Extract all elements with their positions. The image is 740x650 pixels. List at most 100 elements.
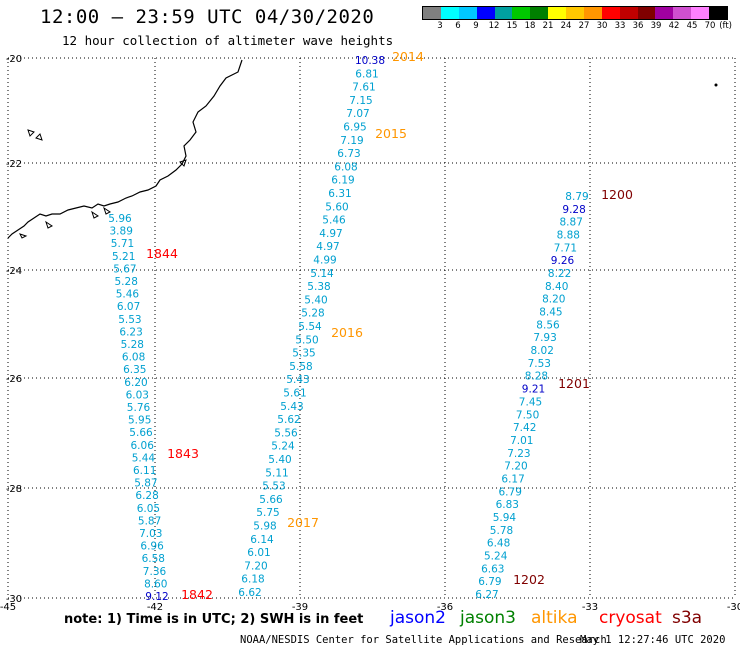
swh-value: 8.45 <box>539 307 562 319</box>
lon-label: -30 <box>727 602 740 613</box>
swh-value: 6.01 <box>247 547 270 559</box>
colorbar-swatch <box>673 7 692 19</box>
pass-time-label: 1202 <box>513 572 545 587</box>
swh-value: 7.53 <box>528 358 551 370</box>
pass-time-label: 1842 <box>181 587 213 602</box>
swh-value: 6.27 <box>475 589 498 601</box>
swh-value: 6.18 <box>241 574 264 586</box>
swh-value: 5.95 <box>128 415 151 427</box>
swh-value: 5.54 <box>298 321 322 333</box>
swh-value: 9.12 <box>145 591 168 603</box>
swh-value: 7.15 <box>349 95 372 107</box>
coastline-islands <box>19 129 187 239</box>
swh-value: 7.50 <box>516 409 539 421</box>
coastline <box>7 59 718 239</box>
colorbar-label: 27 <box>578 21 590 31</box>
swh-value: 7.03 <box>139 528 162 540</box>
swh-value: 6.83 <box>496 499 519 511</box>
coastline-brazil <box>7 59 243 239</box>
swh-value: 7.45 <box>519 396 542 408</box>
footnote: note: 1) Time is in UTC; 2) SWH is in fe… <box>64 612 364 627</box>
colorbar-unit: (ft) <box>719 21 732 31</box>
swh-value: 5.96 <box>108 213 132 225</box>
legend-s3a: s3a <box>672 608 703 628</box>
swh-value: 5.58 <box>289 361 312 373</box>
swh-value: 5.60 <box>325 201 348 213</box>
island-dot <box>714 83 718 87</box>
swh-value: 6.19 <box>331 175 354 187</box>
swh-value: 9.21 <box>522 384 545 396</box>
lon-label: -45 <box>0 602 16 613</box>
colorbar-swatch <box>512 7 531 19</box>
colorbar-swatch <box>601 7 620 19</box>
colorbar-swatch <box>530 7 549 19</box>
swh-value: 5.21 <box>112 251 135 263</box>
lat-label: -28 <box>6 484 22 495</box>
swh-value: 5.61 <box>283 388 306 400</box>
swh-value: 5.98 <box>253 521 276 533</box>
swh-value: 5.46 <box>116 289 140 301</box>
swh-value: 6.48 <box>487 538 510 550</box>
swh-value: 8.28 <box>525 371 548 383</box>
colorbar-label: 9 <box>473 21 479 31</box>
swh-value: 5.66 <box>129 427 153 439</box>
swh-value: 6.73 <box>337 148 360 160</box>
swh-value: 5.28 <box>121 339 144 351</box>
swh-value: 5.71 <box>111 238 134 250</box>
lat-label: -24 <box>6 266 22 277</box>
lon-label: -42 <box>147 602 163 613</box>
swh-value: 5.94 <box>493 512 517 524</box>
swh-value: 5.43 <box>286 374 309 386</box>
swh-value: 7.93 <box>533 332 556 344</box>
track-pass-1200-1202: 8.799.288.878.887.719.268.228.408.208.45… <box>475 191 588 601</box>
swh-value: 6.05 <box>137 503 160 515</box>
swh-value: 6.11 <box>133 465 156 477</box>
swh-value: 6.08 <box>122 352 145 364</box>
map-grid: -20-22-24-26-28-30-45 -42 -39 -36 -33 -30 <box>0 54 740 613</box>
swh-value: 5.67 <box>113 263 136 275</box>
colorbar-swatch <box>423 7 441 19</box>
swh-value: 5.40 <box>268 454 291 466</box>
colorbar-labels: (ft) 3 6 9 12 15 18 21 24 27 30 33 36 39 42 45 70 <box>422 20 732 32</box>
pass-time-label: 2016 <box>331 325 363 340</box>
pass-time-label: 2017 <box>287 515 319 530</box>
colorbar-label: 30 <box>596 21 608 31</box>
swh-value: 8.79 <box>565 191 588 203</box>
swh-value: 8.40 <box>545 281 568 293</box>
pass-time-label: 1201 <box>558 376 590 391</box>
swh-value: 5.44 <box>132 452 156 464</box>
swh-value: 5.76 <box>127 402 151 414</box>
colorbar-label: 15 <box>506 21 518 31</box>
swh-value: 5.78 <box>490 525 513 537</box>
swh-value: 4.99 <box>313 255 336 267</box>
swh-value: 7.23 <box>507 448 530 460</box>
swh-value: 7.07 <box>346 108 369 120</box>
swh-value: 5.38 <box>307 281 330 293</box>
swh-value: 6.07 <box>117 301 140 313</box>
lon-label: -33 <box>582 602 598 613</box>
colorbar-swatch <box>458 7 477 19</box>
generated-timestamp: May 1 12:27:46 UTC 2020 <box>580 634 726 646</box>
swh-value: 5.62 <box>277 414 300 426</box>
swh-value: 9.28 <box>562 204 585 216</box>
colorbar-swatch <box>583 7 602 19</box>
swh-value: 8.22 <box>548 268 571 280</box>
pass-time-label: 2015 <box>375 126 407 141</box>
swh-value: 6.79 <box>499 486 522 498</box>
colorbar-swatch <box>476 7 495 19</box>
swh-value: 6.06 <box>131 440 155 452</box>
wave-height-colorbar: (ft) 3 6 9 12 15 18 21 24 27 30 33 36 39 42 45 70 <box>422 6 732 32</box>
swh-value: 7.71 <box>554 242 577 254</box>
swh-value: 6.14 <box>250 534 274 546</box>
colorbar-swatch <box>548 7 566 19</box>
pass-time-label: 1843 <box>167 446 199 461</box>
colorbar-swatch <box>566 7 584 19</box>
colorbar-label: 12 <box>488 21 500 31</box>
colorbar-swatch <box>691 7 709 19</box>
map-subtitle: 12 hour collection of altimeter wave hei… <box>62 33 394 48</box>
lat-label: -26 <box>6 374 22 385</box>
swh-value: 8.60 <box>144 578 167 590</box>
swh-value: 6.79 <box>478 576 501 588</box>
swh-value: 6.62 <box>238 587 261 599</box>
colorbar-swatch <box>619 7 638 19</box>
